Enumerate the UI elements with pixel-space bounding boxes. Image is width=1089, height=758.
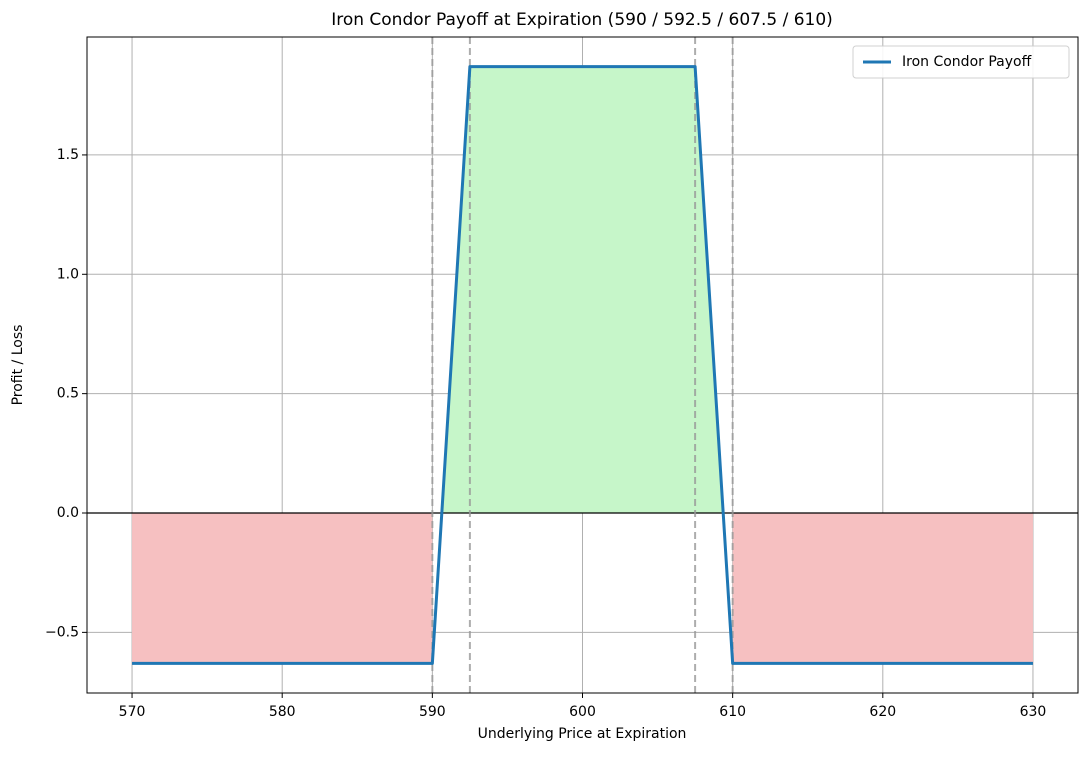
x-tick-label: 630 bbox=[1020, 704, 1047, 720]
legend-label: Iron Condor Payoff bbox=[902, 54, 1032, 70]
x-tick-label: 580 bbox=[269, 704, 296, 720]
loss-area bbox=[732, 513, 1033, 664]
y-tick-label: 0.0 bbox=[57, 505, 79, 521]
loss-area bbox=[132, 513, 433, 664]
x-tick-label: 570 bbox=[119, 704, 146, 720]
y-axis-label: Profit / Loss bbox=[10, 325, 26, 406]
plot-frame bbox=[86, 36, 1079, 694]
y-tick-label: 1.5 bbox=[57, 147, 79, 163]
y-tick-label: −0.5 bbox=[45, 624, 79, 640]
legend-box bbox=[852, 45, 1070, 79]
payoff-line bbox=[132, 65, 1033, 665]
x-tick-label: 600 bbox=[569, 704, 596, 720]
x-tick-label: 590 bbox=[419, 704, 446, 720]
y-tick-label: 0.5 bbox=[57, 386, 79, 402]
x-tick-label: 610 bbox=[719, 704, 746, 720]
profit-area bbox=[441, 66, 724, 514]
x-axis-label: Underlying Price at Expiration bbox=[478, 726, 687, 742]
y-tick-label: 1.0 bbox=[57, 266, 79, 282]
x-tick-label: 620 bbox=[869, 704, 896, 720]
chart-title: Iron Condor Payoff at Expiration (590 / … bbox=[331, 10, 833, 30]
